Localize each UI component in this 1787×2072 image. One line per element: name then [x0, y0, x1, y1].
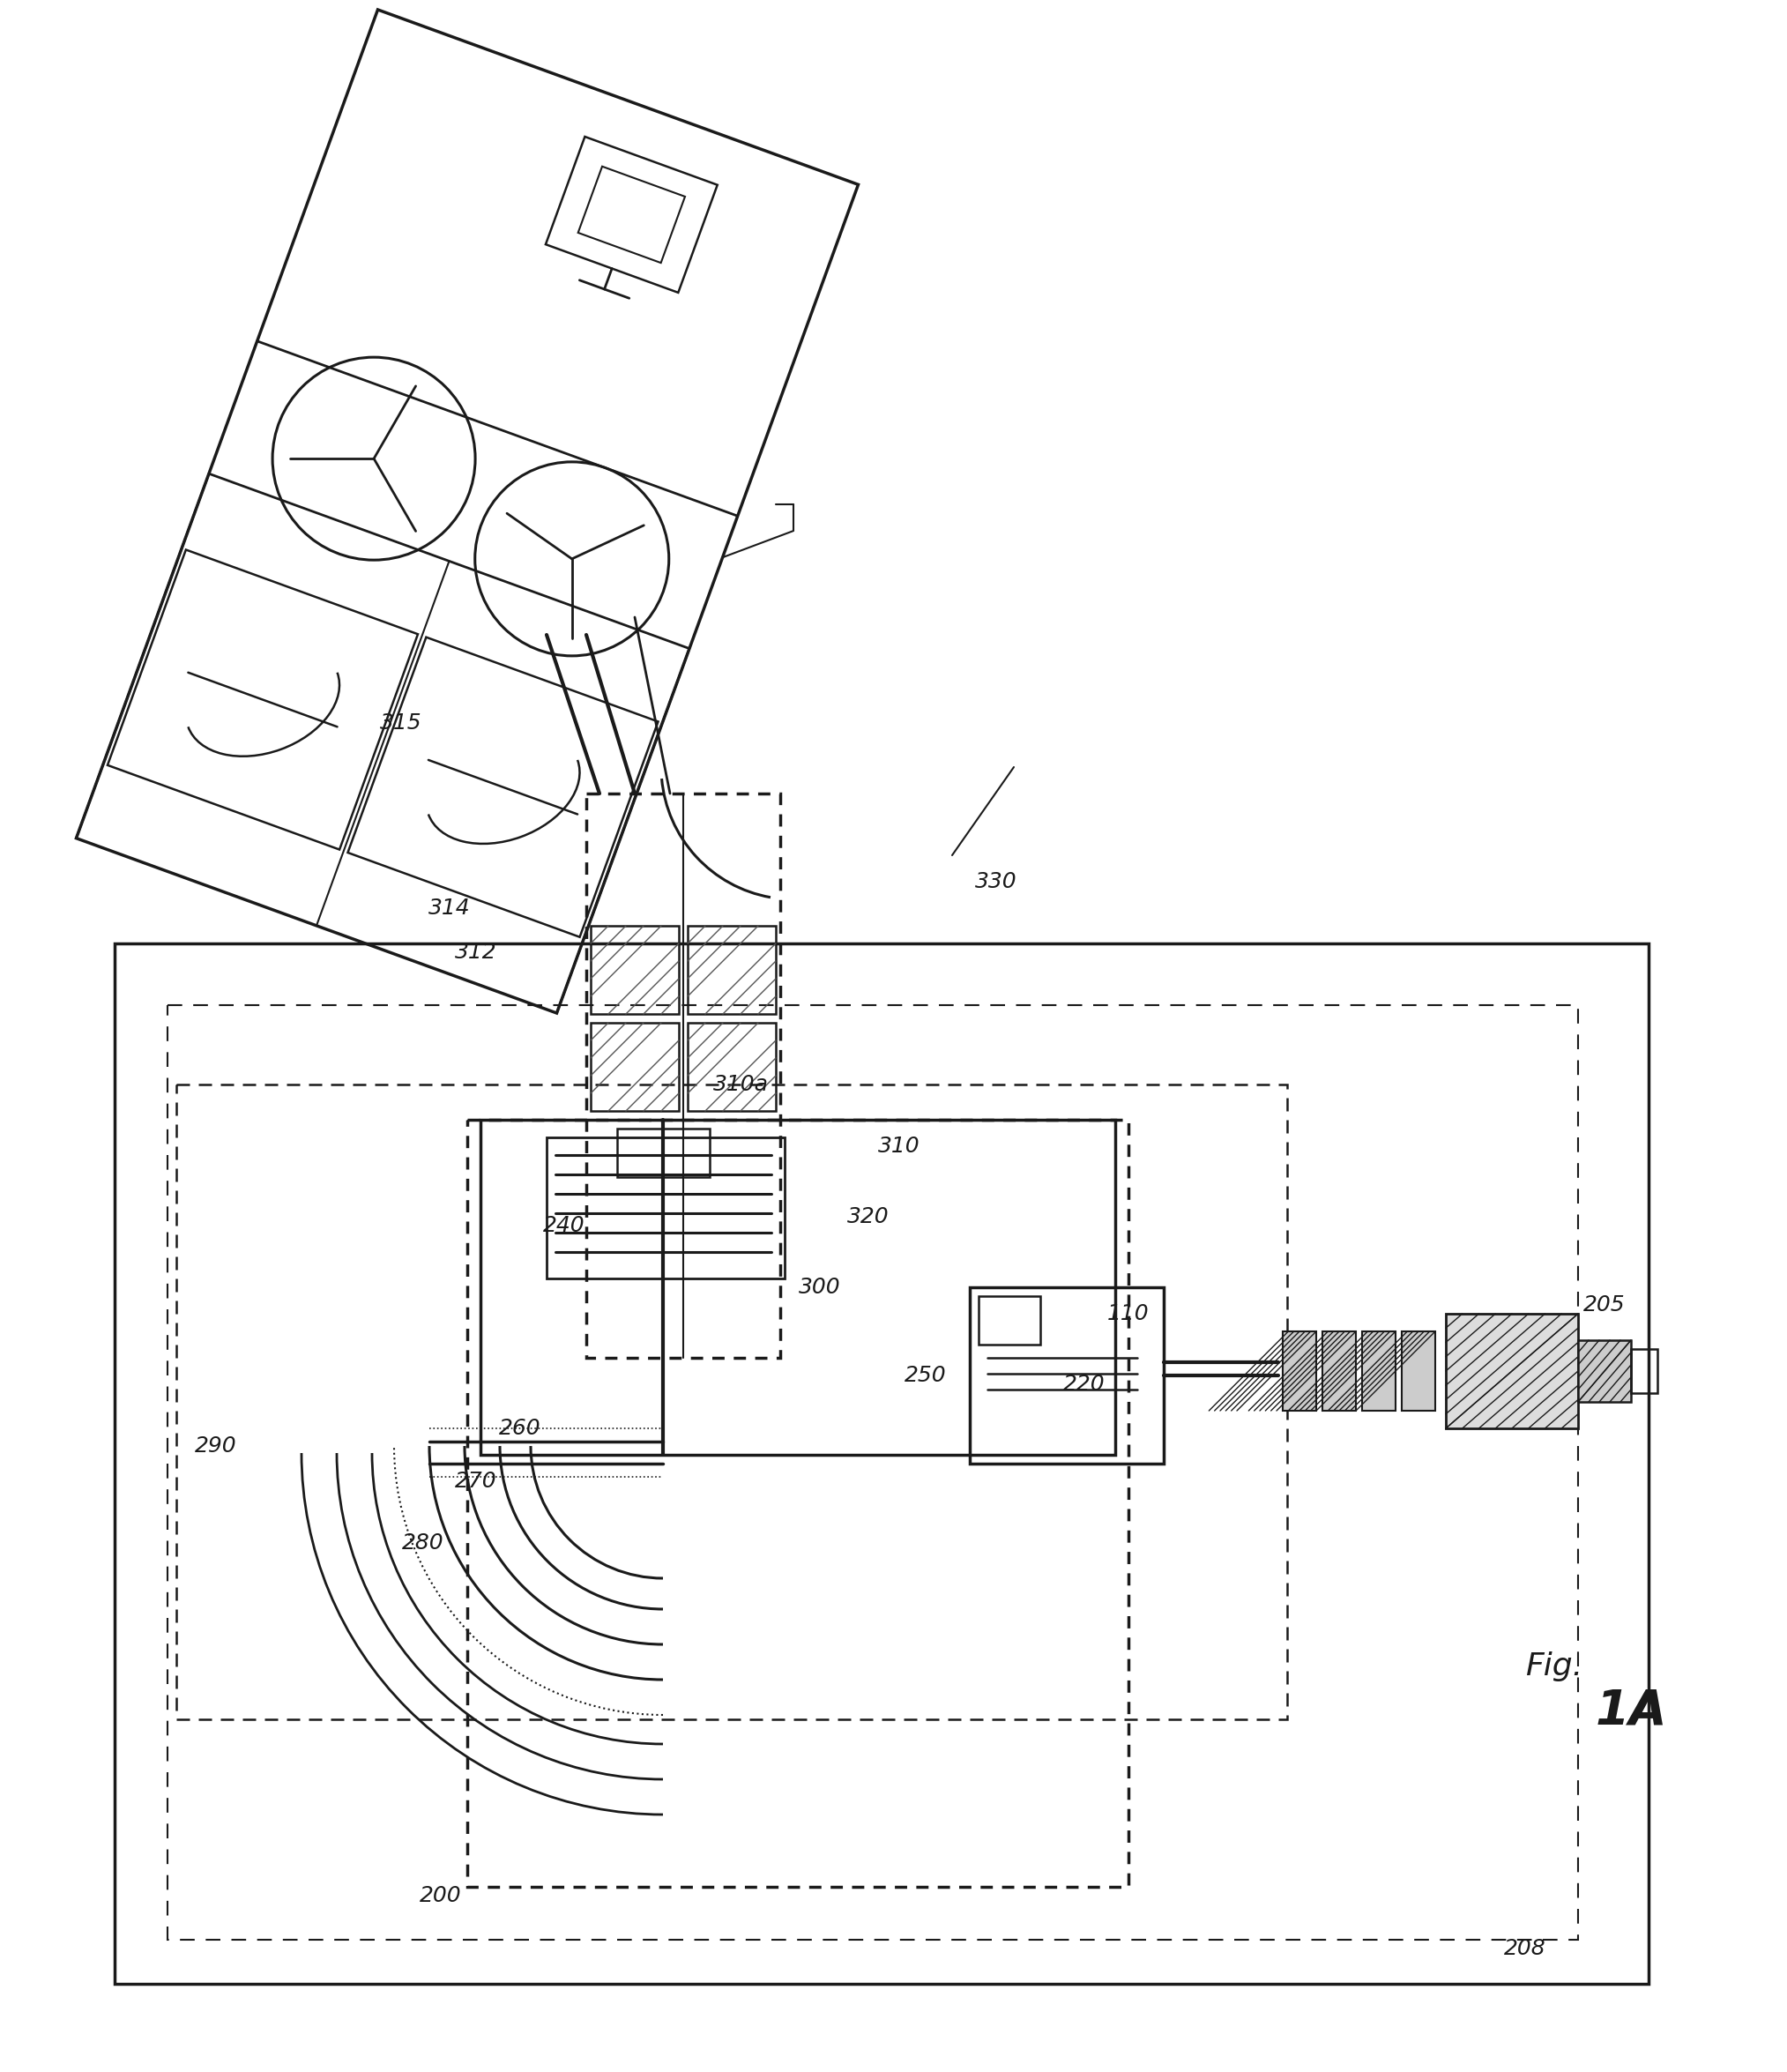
Bar	[688, 926, 776, 1013]
Bar	[481, 1119, 1115, 1455]
Text: Fig.: Fig.	[1524, 1651, 1583, 1680]
Bar	[114, 943, 1649, 1983]
Bar	[1446, 1314, 1578, 1428]
Text: 250: 250	[904, 1365, 947, 1386]
Bar	[466, 1119, 1128, 1888]
Text: 290: 290	[195, 1436, 238, 1457]
Bar	[970, 1287, 1163, 1463]
Bar	[1632, 1349, 1657, 1392]
Text: 280: 280	[402, 1533, 445, 1554]
Text: 310a: 310a	[713, 1073, 768, 1096]
Text: 314: 314	[429, 897, 470, 918]
Bar	[1283, 1332, 1317, 1411]
Bar	[1362, 1332, 1396, 1411]
Text: 110: 110	[1108, 1303, 1149, 1324]
Text: 1A: 1A	[1596, 1687, 1667, 1734]
Bar	[586, 794, 781, 1357]
Bar	[168, 1005, 1578, 1939]
Text: 300: 300	[799, 1276, 842, 1297]
Bar	[591, 926, 679, 1013]
Bar	[979, 1297, 1040, 1345]
Bar	[547, 1138, 784, 1278]
Text: 310: 310	[877, 1135, 920, 1156]
Text: 270: 270	[456, 1471, 497, 1492]
Text: 312: 312	[456, 941, 497, 963]
Text: 220: 220	[1063, 1374, 1106, 1394]
Text: 200: 200	[420, 1886, 461, 1906]
Text: 315: 315	[381, 713, 422, 733]
Text: 208: 208	[1505, 1937, 1546, 1960]
Text: 240: 240	[543, 1214, 584, 1237]
Bar	[1578, 1341, 1632, 1403]
Text: 205: 205	[1583, 1295, 1626, 1316]
Text: 330: 330	[976, 870, 1017, 893]
Bar	[688, 1024, 776, 1111]
Bar	[177, 1084, 1287, 1720]
Bar	[591, 1024, 679, 1111]
Bar	[1322, 1332, 1356, 1411]
Bar	[617, 1129, 709, 1177]
Bar	[1401, 1332, 1435, 1411]
Text: 260: 260	[499, 1417, 541, 1438]
Text: 320: 320	[847, 1206, 890, 1227]
